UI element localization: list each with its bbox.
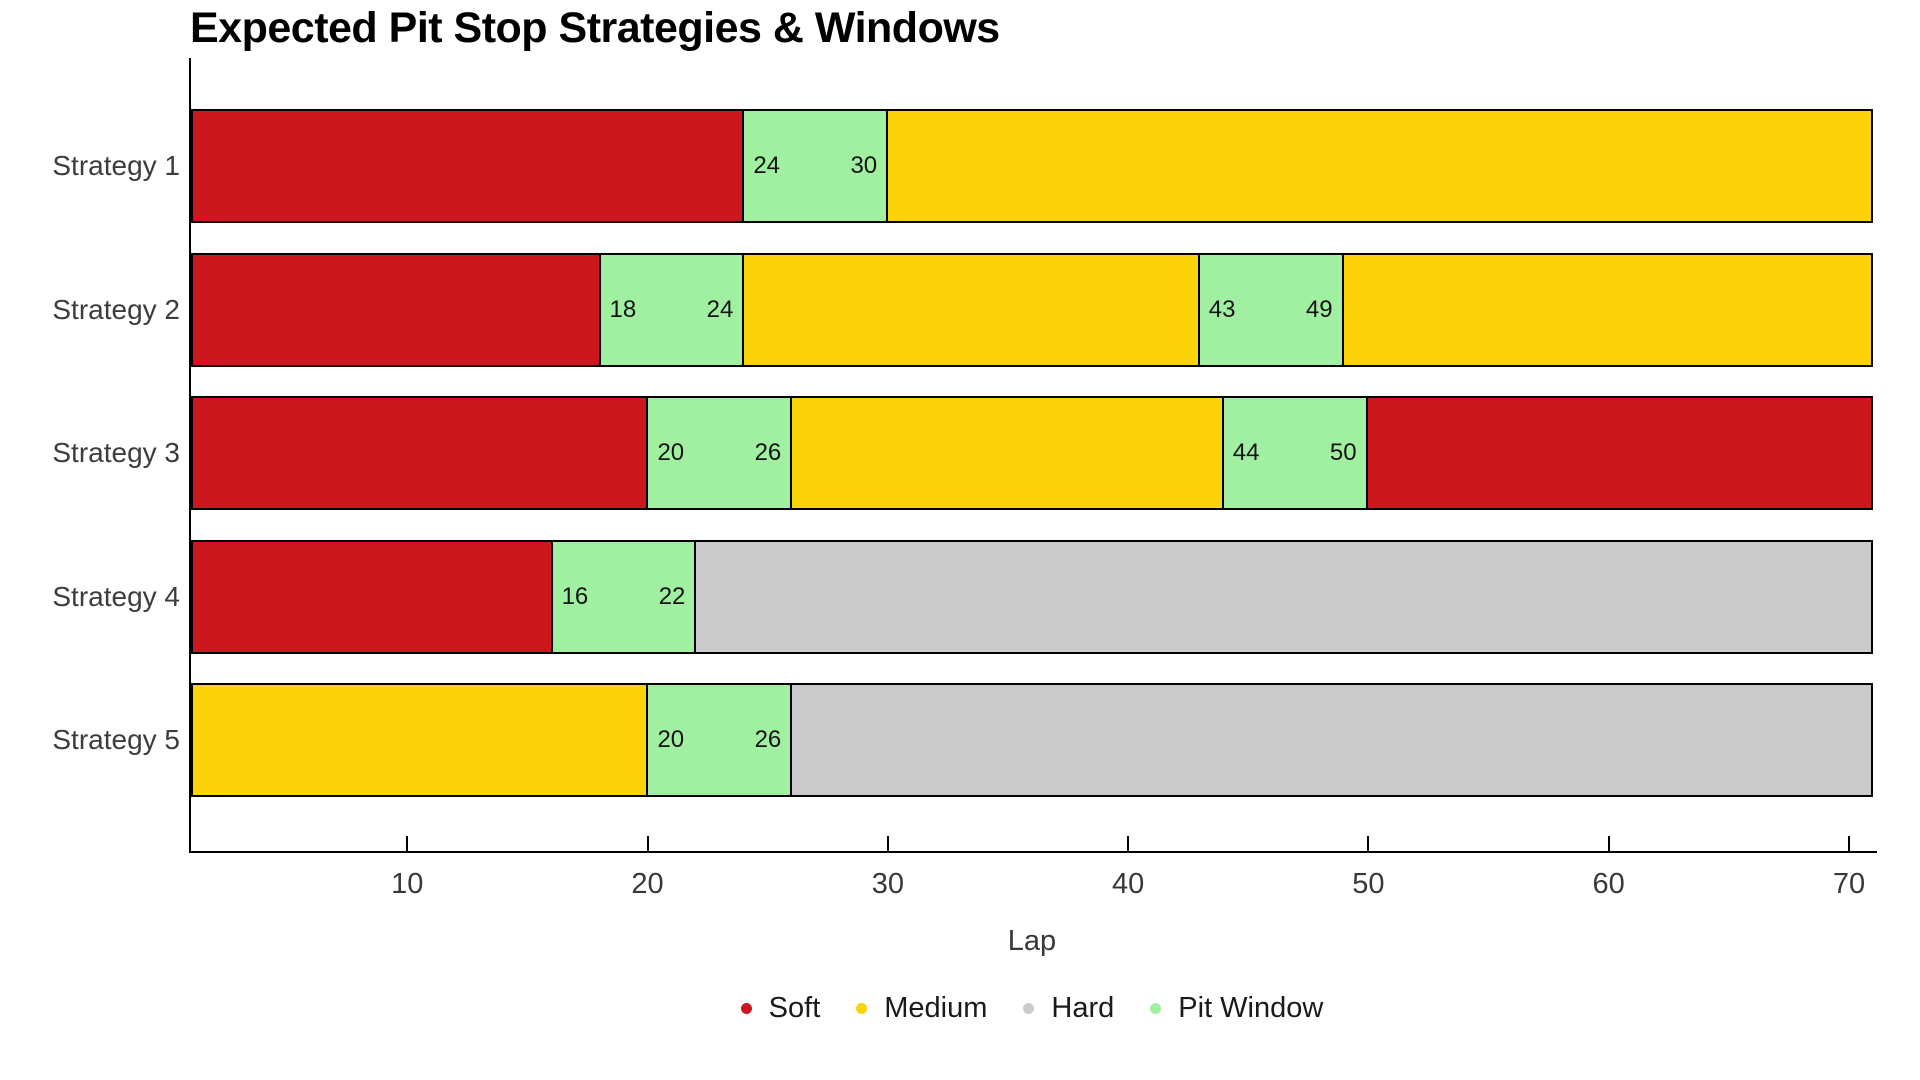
strategy-bar-row: 24 30	[191, 109, 1873, 223]
x-axis-tick-label: 60	[1592, 868, 1625, 900]
legend-item-pit-window: Pit Window	[1150, 992, 1323, 1025]
legend-label: Hard	[1051, 992, 1115, 1024]
pit-window-start-lap: 24	[753, 152, 781, 179]
pit-window-start-lap: 43	[1208, 295, 1236, 323]
legend-label: Pit Window	[1178, 992, 1324, 1024]
soft-segment	[193, 398, 649, 509]
legend-item-hard: Hard	[1023, 992, 1114, 1025]
pit-window-start-lap: 18	[609, 295, 637, 323]
soft-legend-dot-icon	[740, 1003, 752, 1014]
x-axis-tick-label: 40	[1111, 868, 1145, 900]
pit-window-end-lap: 24	[706, 295, 734, 323]
pit-window-start-lap: 20	[657, 439, 685, 467]
x-axis-tick	[1367, 836, 1370, 851]
pit-window-end-lap: 30	[850, 152, 878, 179]
pit-window-segment: 43 49	[1199, 254, 1344, 365]
x-axis-tick	[406, 836, 409, 851]
pit-window-end-lap: 26	[754, 439, 782, 467]
pit-window-start-lap: 44	[1232, 439, 1260, 467]
y-axis-category-label: Strategy 2	[52, 293, 180, 325]
pit-window-end-lap: 22	[658, 582, 686, 610]
pit-window-segment: 20 26	[648, 685, 793, 796]
pit-window-end-lap: 50	[1329, 439, 1357, 467]
x-axis-line	[189, 851, 1877, 853]
x-axis-tick-label: 70	[1832, 868, 1866, 900]
x-axis-tick	[886, 836, 889, 851]
x-axis-title: Lap	[1007, 925, 1057, 957]
y-axis-line	[189, 58, 191, 852]
pit-window-end-lap: 49	[1305, 295, 1333, 323]
y-axis-category-label: Strategy 1	[52, 150, 180, 181]
y-axis-category-label: Strategy 5	[52, 724, 180, 756]
pit-window-segment: 20 26	[648, 398, 793, 509]
x-axis-tick-label: 50	[1352, 868, 1385, 900]
pit-window-start-lap: 20	[657, 726, 685, 754]
medium-segment	[1343, 254, 1871, 365]
medium-legend-dot-icon	[856, 1003, 868, 1014]
strategy-bar-row: 20 26	[191, 683, 1873, 798]
x-axis-tick-label: 10	[391, 868, 424, 900]
hard-legend-dot-icon	[1023, 1003, 1035, 1014]
pit-window-start-lap: 16	[561, 582, 589, 610]
strategy-bar-row: 18 24 43 49	[191, 252, 1873, 367]
x-axis-tick	[1847, 836, 1850, 851]
soft-segment	[193, 111, 745, 221]
x-axis-tick	[646, 836, 649, 851]
x-axis-tick	[1127, 836, 1130, 851]
medium-segment	[888, 111, 1871, 221]
soft-segment	[193, 541, 553, 652]
x-axis-tick	[1607, 836, 1610, 851]
medium-segment	[193, 685, 649, 796]
medium-segment	[744, 254, 1200, 365]
legend-label: Soft	[768, 992, 821, 1024]
y-axis-category-label: Strategy 4	[52, 580, 180, 612]
pit-window-segment: 24 30	[744, 111, 889, 221]
pit-window-segment: 16 22	[552, 541, 697, 652]
pit-window-end-lap: 26	[754, 726, 782, 754]
hard-segment	[792, 685, 1871, 796]
pit-window-segment: 44 50	[1223, 398, 1368, 509]
legend: Soft Medium Hard Pit Window	[191, 992, 1873, 1025]
strategy-bar-row: 20 26 44 50	[191, 396, 1873, 511]
x-axis-tick-label: 20	[631, 868, 664, 900]
pit-window-legend-dot-icon	[1150, 1003, 1162, 1014]
soft-segment	[193, 254, 601, 365]
pit-window-segment: 18 24	[600, 254, 745, 365]
legend-label: Medium	[884, 992, 988, 1024]
strategy-bar-row: 16 22	[191, 539, 1873, 654]
legend-item-soft: Soft	[740, 992, 821, 1025]
chart-title: Expected Pit Stop Strategies & Windows	[190, 4, 1000, 52]
y-axis-category-label: Strategy 3	[52, 437, 180, 469]
legend-item-medium: Medium	[856, 992, 987, 1025]
soft-segment	[1367, 398, 1871, 509]
hard-segment	[696, 541, 1871, 652]
medium-segment	[792, 398, 1224, 509]
x-axis-tick-label: 30	[871, 868, 904, 900]
